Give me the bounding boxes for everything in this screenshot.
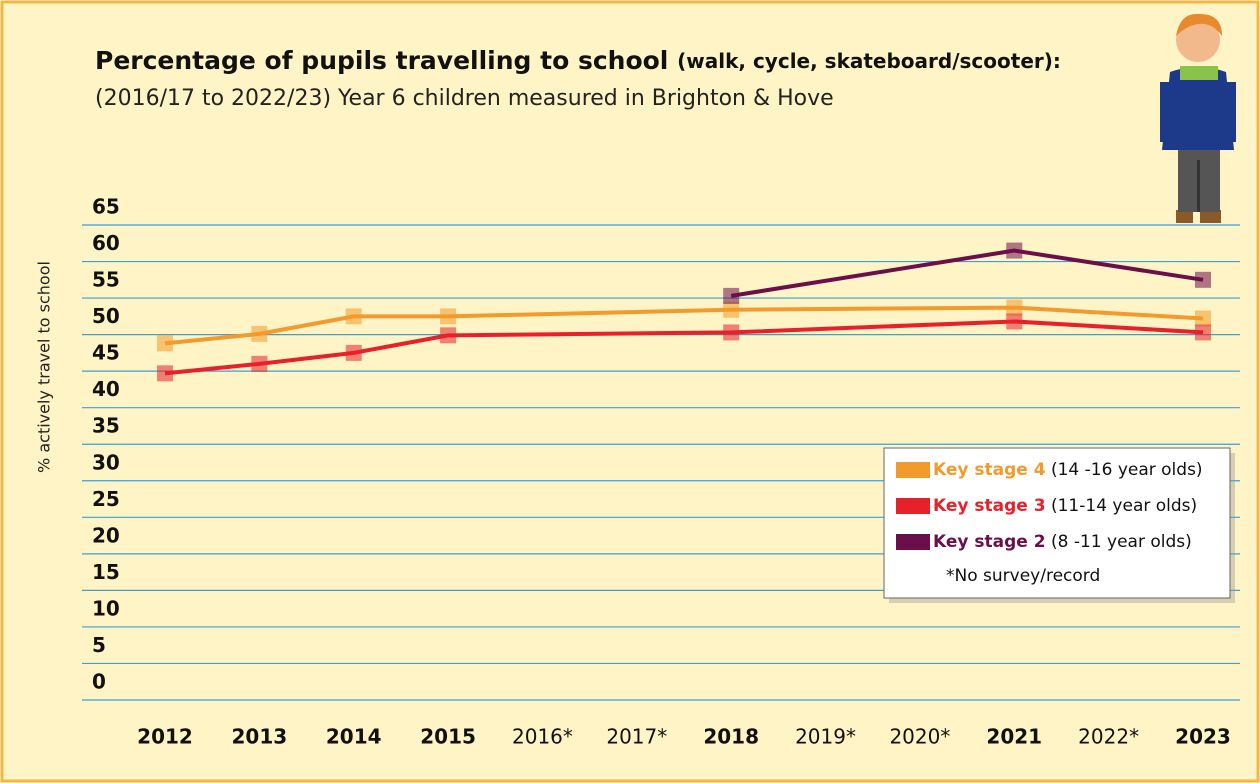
data-point — [723, 301, 740, 318]
data-point — [723, 287, 740, 304]
data-point — [440, 327, 457, 344]
x-tick-label: 2014 — [326, 725, 382, 749]
y-tick-label: 45 — [92, 341, 120, 365]
x-tick-label: 2022* — [1078, 725, 1139, 749]
child-icon — [1160, 13, 1236, 223]
data-point — [345, 344, 362, 361]
legend-entry: Key stage 2 (8 -11 year olds) — [933, 532, 1192, 552]
x-tick-label: 2012 — [137, 725, 193, 749]
y-tick-label: 0 — [92, 670, 106, 694]
data-point — [1195, 271, 1211, 288]
data-point — [723, 324, 740, 341]
data-point — [251, 355, 268, 372]
data-point — [1195, 310, 1211, 327]
x-tick-label: 2016* — [512, 725, 573, 749]
x-tick-label: 2018 — [703, 725, 759, 749]
x-tick-label: 2013 — [232, 725, 288, 749]
x-tick-label: 2019* — [795, 725, 856, 749]
x-tick-label: 2021 — [986, 725, 1042, 749]
y-tick-label: 60 — [92, 231, 120, 255]
y-tick-label: 25 — [92, 487, 120, 511]
data-point — [1006, 313, 1023, 330]
legend: Key stage 4 (14 -16 year olds)Key stage … — [883, 447, 1235, 603]
chart-title: Percentage of pupils travelling to schoo… — [95, 46, 1061, 75]
y-axis-label: % actively travel to school — [35, 261, 54, 473]
data-point — [1006, 299, 1023, 316]
legend-detail: (8 -11 year olds) — [1051, 532, 1192, 552]
footnote: *No survey/record — [946, 566, 1100, 586]
legend-box — [883, 447, 1231, 599]
y-tick-label: 35 — [92, 414, 120, 438]
y-tick-label: 20 — [92, 523, 120, 547]
y-tick-label: 40 — [92, 377, 120, 401]
data-point — [440, 308, 457, 325]
title-detail: (walk, cycle, skateboard/scooter): — [677, 49, 1061, 73]
title-main: Percentage of pupils travelling to schoo… — [95, 46, 668, 75]
x-tick-label: 2023 — [1175, 725, 1231, 749]
y-tick-label: 30 — [92, 450, 120, 474]
y-tick-label: 10 — [92, 596, 120, 620]
x-tick-label: 2020* — [889, 725, 950, 749]
legend-name: Key stage 3 — [933, 496, 1046, 516]
data-point — [157, 335, 173, 352]
y-tick-label: 65 — [92, 195, 120, 219]
data-point — [345, 308, 362, 325]
legend-swatch — [896, 498, 930, 514]
legend-entry: Key stage 4 (14 -16 year olds) — [933, 460, 1203, 480]
data-point — [1006, 242, 1023, 259]
legend-name: Key stage 2 — [933, 532, 1046, 552]
legend-detail: (14 -16 year olds) — [1051, 460, 1203, 480]
y-tick-label: 15 — [92, 560, 120, 584]
y-tick-label: 55 — [92, 268, 120, 292]
y-tick-label: 5 — [92, 633, 106, 657]
y-tick-label: 50 — [92, 304, 120, 328]
x-tick-label: 2015 — [420, 725, 476, 749]
legend-name: Key stage 4 — [933, 460, 1046, 480]
data-point — [251, 325, 268, 342]
legend-entry: Key stage 3 (11-14 year olds) — [933, 496, 1197, 516]
data-point — [157, 365, 173, 382]
subtitle: (2016/17 to 2022/23) Year 6 children mea… — [95, 86, 834, 111]
data-point — [1195, 324, 1211, 341]
legend-swatch — [896, 534, 930, 550]
legend-swatch — [896, 462, 930, 478]
x-tick-label: 2017* — [606, 725, 667, 749]
legend-detail: (11-14 year olds) — [1051, 496, 1197, 516]
